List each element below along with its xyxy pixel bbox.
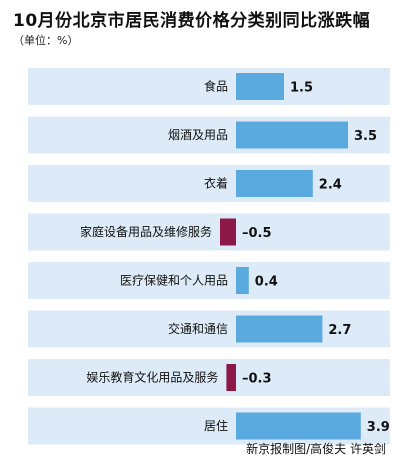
row-background (28, 262, 390, 299)
value-label: –0.3 (242, 372, 272, 387)
category-label: 食品 (204, 79, 228, 94)
bar (236, 73, 284, 100)
category-label: 居住 (204, 419, 228, 433)
category-label: 家庭设备用品及维修服务 (80, 224, 212, 239)
row-background (28, 359, 390, 396)
bar (236, 170, 313, 197)
value-label: 3.9 (367, 420, 390, 435)
category-label: 交通和通信 (168, 321, 228, 336)
row-background (28, 310, 390, 348)
category-label: 娱乐教育文化用品及服务 (86, 370, 218, 385)
category-label: 衣着 (204, 176, 228, 191)
row-background (28, 213, 390, 251)
value-label: –0.5 (242, 226, 272, 241)
bar (226, 364, 236, 391)
category-label: 医疗保健和个人用品 (120, 274, 228, 288)
bar (220, 218, 236, 246)
value-label: 2.7 (328, 323, 351, 338)
bar (236, 121, 348, 149)
row-background (28, 68, 390, 105)
value-label: 2.4 (319, 178, 342, 193)
value-label: 0.4 (255, 275, 278, 290)
value-label: 3.5 (354, 129, 377, 144)
unit-label: （单位：%） (13, 34, 79, 47)
category-label: 烟酒及用品 (168, 128, 228, 142)
bar (236, 267, 249, 294)
row-background (28, 165, 390, 202)
bar (236, 315, 323, 343)
credit-label: 新京报制图/高俊夫 许英剑 (246, 442, 386, 456)
bar (236, 412, 361, 440)
value-label: 1.5 (290, 81, 313, 96)
chart-title: 10月份北京市居民消费价格分类别同比涨跌幅 (13, 11, 371, 31)
